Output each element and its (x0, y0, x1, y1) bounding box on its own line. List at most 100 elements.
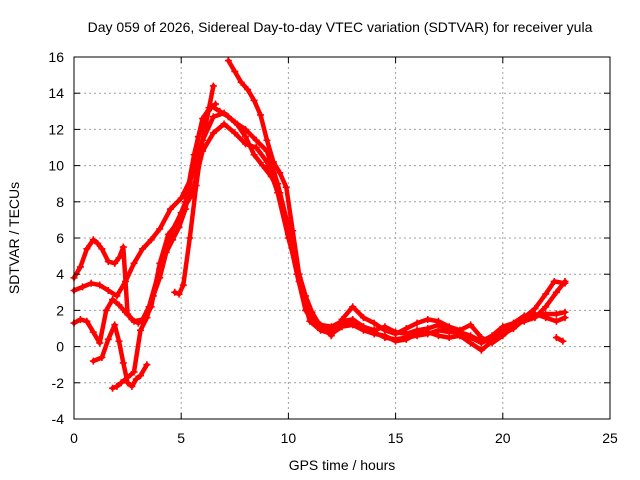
data-point (205, 104, 213, 112)
data-point (550, 277, 558, 285)
data-point (252, 136, 260, 144)
data-point (115, 301, 123, 309)
data-point (89, 328, 97, 336)
data-point (224, 57, 232, 65)
data-point (111, 321, 119, 329)
data-point (216, 107, 224, 115)
data-point (102, 306, 110, 314)
data-point (445, 334, 453, 342)
data-point (156, 225, 164, 233)
series-trace-d (224, 57, 569, 347)
data-point (359, 323, 367, 331)
y-tick-label: 4 (56, 266, 64, 282)
data-point (119, 359, 127, 367)
data-point (321, 325, 329, 332)
x-tick-label: 25 (602, 430, 618, 446)
data-point (269, 158, 277, 166)
data-point (520, 314, 528, 322)
data-point (96, 339, 104, 347)
data-point (121, 308, 129, 316)
data-point (456, 326, 464, 334)
data-point (83, 245, 91, 253)
data-point (381, 326, 389, 334)
data-point (143, 361, 151, 369)
y-tick-label: 2 (56, 302, 64, 318)
data-point (434, 317, 442, 325)
y-tick-label: 16 (48, 49, 64, 65)
data-point (143, 314, 151, 322)
data-point (284, 230, 292, 238)
data-point (83, 317, 91, 325)
data-point (111, 259, 119, 267)
data-point (561, 279, 569, 287)
y-tick-label: 14 (48, 85, 64, 101)
data-point (132, 375, 140, 383)
data-point (542, 290, 550, 298)
data-point (302, 292, 310, 300)
data-point (199, 136, 207, 144)
data-point (169, 236, 177, 244)
data-point (252, 144, 260, 151)
data-point (499, 332, 507, 340)
series-trace-f (89, 321, 151, 390)
data-point (467, 321, 475, 329)
data-point (212, 100, 220, 108)
y-tick-label: 8 (56, 194, 64, 210)
data-point (209, 82, 217, 90)
data-point (424, 325, 432, 332)
data-point (542, 303, 550, 311)
data-point (302, 306, 310, 314)
data-point (327, 332, 335, 340)
data-point (104, 286, 112, 294)
data-point (192, 182, 200, 190)
data-point (510, 323, 518, 331)
data-point (424, 315, 432, 323)
data-point (209, 129, 217, 137)
data-point (349, 303, 357, 311)
y-tick-label: 12 (48, 121, 64, 137)
data-point (109, 384, 117, 392)
y-tick-label: -2 (52, 375, 65, 391)
data-point (552, 317, 560, 325)
chart-title: Day 059 of 2026, Sidereal Day-to-day VTE… (88, 19, 593, 35)
data-point (531, 314, 539, 322)
data-point (295, 270, 303, 278)
data-point (128, 315, 136, 323)
data-point (259, 162, 267, 170)
data-point (488, 339, 496, 347)
data-point (139, 245, 147, 253)
data-point (434, 332, 442, 340)
data-point (76, 263, 84, 271)
data-point (89, 357, 97, 365)
data-point (188, 169, 196, 177)
data-point (136, 326, 144, 334)
data-point (134, 319, 142, 327)
data-point (117, 379, 125, 387)
y-tick-label: 6 (56, 230, 64, 246)
data-point (124, 379, 132, 387)
data-point (413, 326, 421, 334)
y-axis-label: SDTVAR / TECUs (6, 182, 22, 294)
data-point (156, 274, 164, 282)
x-tick-label: 0 (70, 430, 78, 446)
data-point (552, 310, 560, 318)
data-point (552, 288, 560, 296)
data-point (209, 113, 217, 121)
data-point (128, 382, 136, 390)
data-point (370, 319, 378, 327)
data-point (244, 86, 252, 94)
data-point (338, 315, 346, 323)
data-point (413, 319, 421, 327)
data-point (96, 281, 104, 289)
data-point (179, 281, 187, 289)
data-point (257, 111, 265, 119)
data-point (149, 292, 157, 300)
data-point (250, 96, 258, 104)
x-tick-label: 15 (388, 430, 404, 446)
data-point (104, 335, 112, 343)
data-point (119, 243, 127, 251)
data-point (162, 248, 170, 256)
data-point (231, 129, 239, 137)
data-point (231, 67, 239, 75)
series-layer (70, 57, 569, 392)
